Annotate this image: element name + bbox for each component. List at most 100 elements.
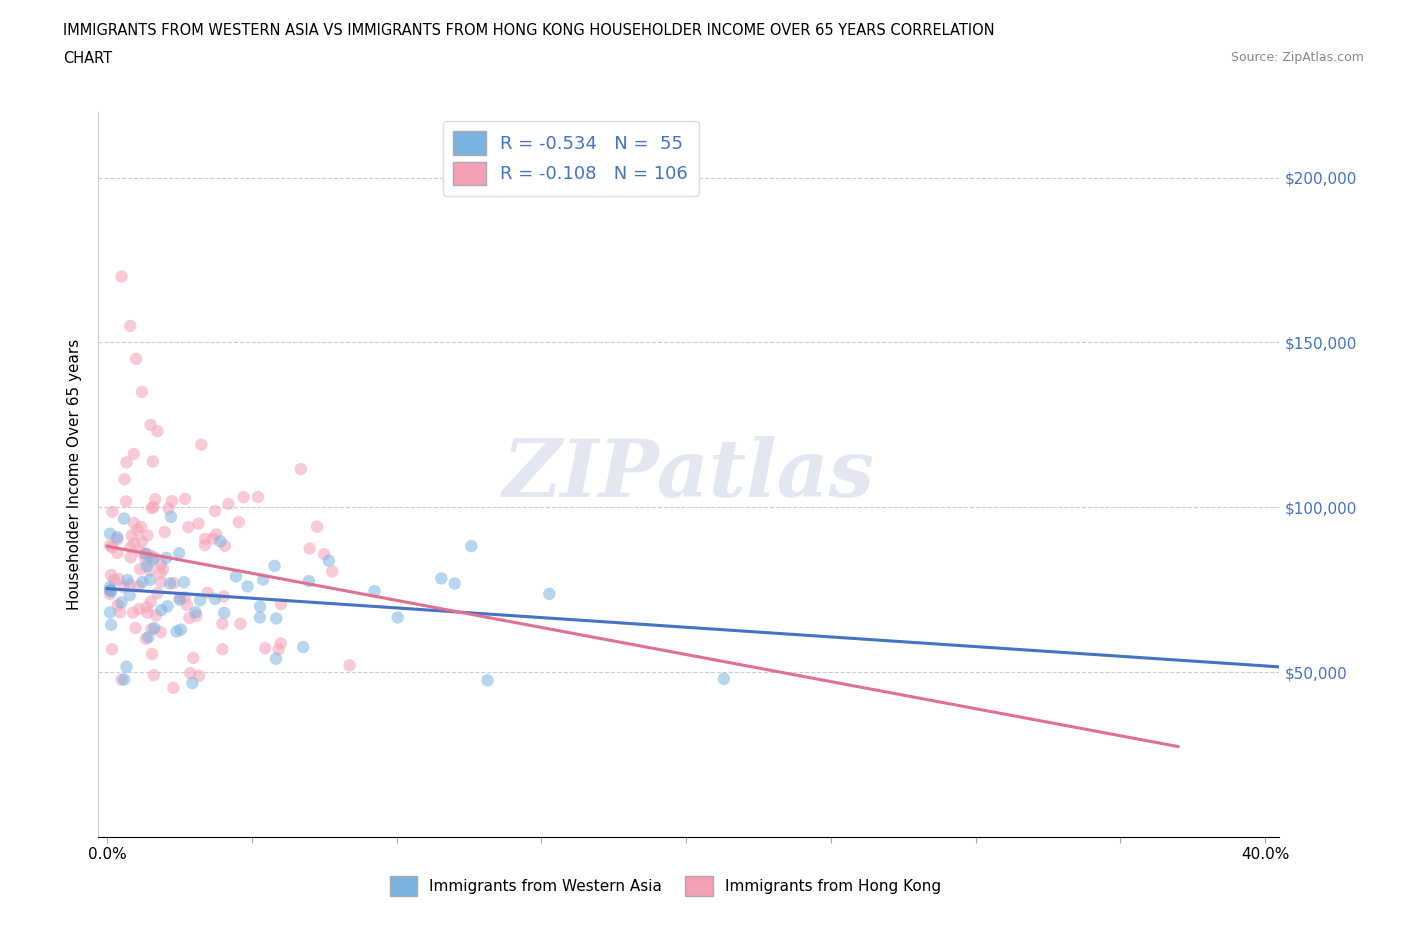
Point xyxy=(363,584,385,599)
Point xyxy=(209,534,232,549)
Point xyxy=(120,550,142,565)
Point xyxy=(98,538,121,553)
Point xyxy=(98,587,121,602)
Point xyxy=(162,576,184,591)
Point xyxy=(120,318,142,333)
Point xyxy=(139,594,162,609)
Point xyxy=(314,547,336,562)
Point xyxy=(101,539,124,554)
Point xyxy=(108,604,131,619)
Point xyxy=(232,490,254,505)
Point xyxy=(115,494,138,509)
Point xyxy=(321,564,343,578)
Point xyxy=(157,501,180,516)
Point xyxy=(135,547,157,562)
Point xyxy=(292,640,315,655)
Point xyxy=(266,611,288,626)
Point xyxy=(100,584,122,599)
Point xyxy=(118,578,141,592)
Point xyxy=(127,523,149,538)
Point xyxy=(298,541,321,556)
Point xyxy=(318,553,340,568)
Point xyxy=(124,620,146,635)
Point xyxy=(212,589,235,604)
Point xyxy=(186,608,208,623)
Point xyxy=(98,605,121,620)
Point xyxy=(122,515,145,530)
Point xyxy=(204,591,226,606)
Point xyxy=(156,599,179,614)
Y-axis label: Householder Income Over 65 years: Householder Income Over 65 years xyxy=(67,339,83,610)
Point xyxy=(139,572,162,587)
Point xyxy=(477,673,499,688)
Point xyxy=(150,603,173,618)
Point xyxy=(194,538,217,552)
Point xyxy=(149,575,172,590)
Point xyxy=(128,578,150,593)
Point xyxy=(131,534,153,549)
Point xyxy=(143,620,166,635)
Point xyxy=(225,569,247,584)
Point xyxy=(112,579,135,594)
Point xyxy=(135,546,157,561)
Point xyxy=(145,608,167,623)
Point xyxy=(105,530,128,545)
Point xyxy=(430,571,453,586)
Point xyxy=(187,516,209,531)
Point xyxy=(103,572,125,587)
Point xyxy=(138,630,160,644)
Point xyxy=(142,668,165,683)
Point xyxy=(110,595,132,610)
Point xyxy=(307,519,329,534)
Point xyxy=(538,586,561,601)
Point xyxy=(214,538,236,553)
Point xyxy=(339,658,361,672)
Point xyxy=(205,527,228,542)
Point xyxy=(100,618,122,632)
Text: IMMIGRANTS FROM WESTERN ASIA VS IMMIGRANTS FROM HONG KONG HOUSEHOLDER INCOME OVE: IMMIGRANTS FROM WESTERN ASIA VS IMMIGRAN… xyxy=(63,23,995,38)
Point xyxy=(141,646,163,661)
Point xyxy=(263,558,285,573)
Point xyxy=(131,575,153,590)
Point xyxy=(153,525,176,539)
Point xyxy=(166,624,188,639)
Point xyxy=(188,593,211,608)
Point xyxy=(149,625,172,640)
Legend: Immigrants from Western Asia, Immigrants from Hong Kong: Immigrants from Western Asia, Immigrants… xyxy=(384,870,948,902)
Point xyxy=(149,557,172,572)
Point xyxy=(100,567,122,582)
Point xyxy=(120,540,142,555)
Point xyxy=(135,600,157,615)
Point xyxy=(184,604,207,619)
Point xyxy=(124,536,146,551)
Point xyxy=(202,531,225,546)
Point xyxy=(129,562,152,577)
Point xyxy=(228,515,250,530)
Point xyxy=(179,666,201,681)
Point xyxy=(152,562,174,577)
Point xyxy=(101,504,124,519)
Point xyxy=(170,622,193,637)
Point xyxy=(98,526,121,541)
Point xyxy=(110,672,132,687)
Point xyxy=(118,588,141,603)
Point xyxy=(135,631,157,646)
Point xyxy=(125,352,148,366)
Point xyxy=(173,575,195,590)
Point xyxy=(107,598,129,613)
Point xyxy=(101,642,124,657)
Point xyxy=(142,454,165,469)
Point xyxy=(143,492,166,507)
Point xyxy=(211,617,233,631)
Point xyxy=(181,675,204,690)
Point xyxy=(249,610,271,625)
Point xyxy=(181,650,204,665)
Point xyxy=(121,528,143,543)
Point xyxy=(107,572,129,587)
Point xyxy=(264,651,287,666)
Point xyxy=(173,590,195,604)
Text: CHART: CHART xyxy=(63,51,112,66)
Point xyxy=(162,681,184,696)
Point xyxy=(98,579,121,594)
Point xyxy=(217,497,239,512)
